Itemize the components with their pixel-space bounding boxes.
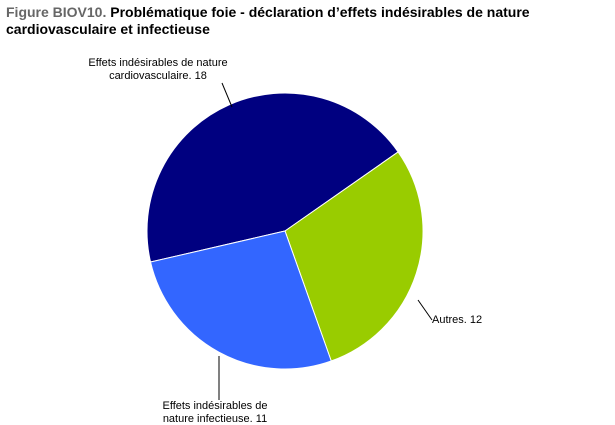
pie-slice xyxy=(149,230,332,370)
slice-category: Autres. xyxy=(432,314,467,326)
figure-label: Figure BIOV10. xyxy=(6,4,107,20)
leader-line xyxy=(221,82,233,108)
slice-category: Effets indésirables de nature cardiovasc… xyxy=(88,57,228,82)
slice-label: Effets indésirables de nature cardiovasc… xyxy=(88,57,228,83)
slice-value: 18 xyxy=(194,70,207,82)
chart-title: Figure BIOV10. Problématique foie - décl… xyxy=(6,4,596,38)
pie-slice xyxy=(284,151,424,362)
slice-label: Autres. 12 xyxy=(432,314,502,327)
pie-slice xyxy=(146,92,399,263)
slice-value: 12 xyxy=(469,314,483,326)
slice-label: Effets indésirables de nature infectieus… xyxy=(150,400,280,425)
slice-category: Effets indésirables de nature infectieus… xyxy=(162,400,268,425)
title-text: Problématique foie - déclaration d’effet… xyxy=(6,4,530,37)
leader-line xyxy=(417,299,433,321)
slice-value: 11 xyxy=(255,413,268,425)
